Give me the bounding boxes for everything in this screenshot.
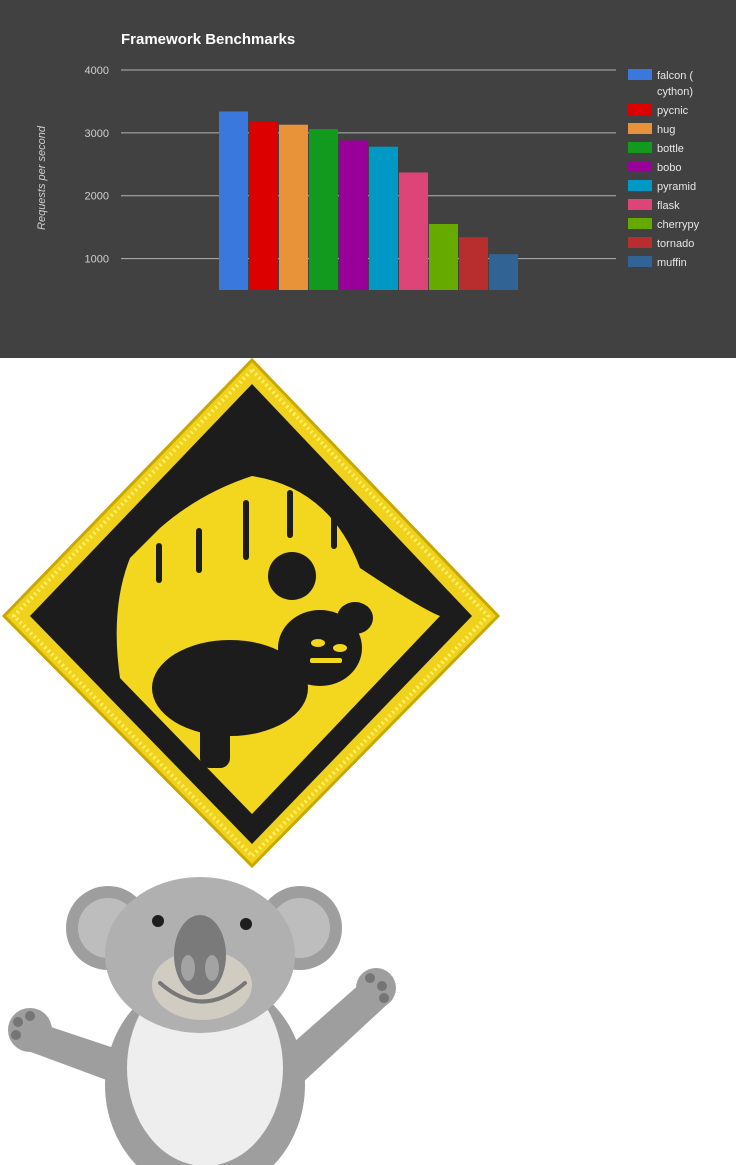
legend-label: pyramid <box>657 181 697 193</box>
bar-pycnic <box>249 121 278 291</box>
koala-silhouette <box>152 552 373 768</box>
legend-label: flask <box>657 200 680 212</box>
legend-label: pycnic <box>657 105 689 117</box>
chart-plot: 1000 2000 3000 4000 <box>85 65 616 291</box>
bar-flask <box>399 172 428 290</box>
legend-swatch <box>628 104 652 115</box>
bar-tornado <box>459 237 488 290</box>
y-tick-label: 3000 <box>85 128 109 140</box>
legend-item: falcon (cython) <box>628 68 736 103</box>
legend-label: bottle <box>657 143 684 155</box>
legend-item: tornado <box>628 236 736 255</box>
legend-swatch <box>628 180 652 191</box>
legend-swatch <box>628 123 652 134</box>
legend-item: flask <box>628 198 736 217</box>
bar-cherrypy <box>429 224 458 290</box>
legend-label: falcon (cython) <box>657 70 694 98</box>
legend-item: cherrypy <box>628 217 736 236</box>
legend-swatch <box>628 69 652 80</box>
patch-drips <box>156 490 337 583</box>
legend-label: tornado <box>657 238 695 250</box>
legend-swatch <box>628 256 652 267</box>
bar-muffin <box>489 254 518 290</box>
legend-swatch <box>628 237 652 248</box>
warning-patch-image <box>1 358 500 869</box>
y-tick-label: 2000 <box>85 191 109 203</box>
legend-item: hug <box>628 122 736 141</box>
legend-swatch <box>628 199 652 210</box>
legend-item: bobo <box>628 160 736 179</box>
chart-legend: falcon (cython) pycnic hug bottle bobo pyrami… <box>628 68 736 274</box>
bar-falcon-cython <box>219 111 248 290</box>
legend-swatch <box>628 142 652 153</box>
legend-swatch <box>628 218 652 229</box>
y-tick-label: 4000 <box>85 65 109 77</box>
bar-bobo <box>339 140 368 290</box>
legend-label: muffin <box>657 257 687 269</box>
koala-face <box>310 639 347 663</box>
legend-label: hug <box>657 124 676 136</box>
legend-label: cherrypy <box>657 219 700 231</box>
y-tick-label: 1000 <box>85 254 109 266</box>
legend-label: bobo <box>657 162 682 174</box>
legend-item: pyramid <box>628 179 736 198</box>
legend-item: bottle <box>628 141 736 160</box>
koala-right-eye <box>240 918 252 930</box>
bar-pyramid <box>369 146 398 290</box>
bar-hug <box>279 124 308 290</box>
chart-panel: Framework Benchmarks Requests per second… <box>0 0 736 358</box>
legend-item: muffin <box>628 255 736 274</box>
chart-title: Framework Benchmarks <box>121 31 296 48</box>
koala-left-eye <box>152 915 164 927</box>
koala-smile <box>158 981 247 1004</box>
koala-nose <box>174 915 226 995</box>
legend-item: pycnic <box>628 103 736 122</box>
legend-swatch <box>628 161 652 172</box>
bar-bottle <box>309 129 338 290</box>
koala-mascot-image <box>8 877 396 1165</box>
